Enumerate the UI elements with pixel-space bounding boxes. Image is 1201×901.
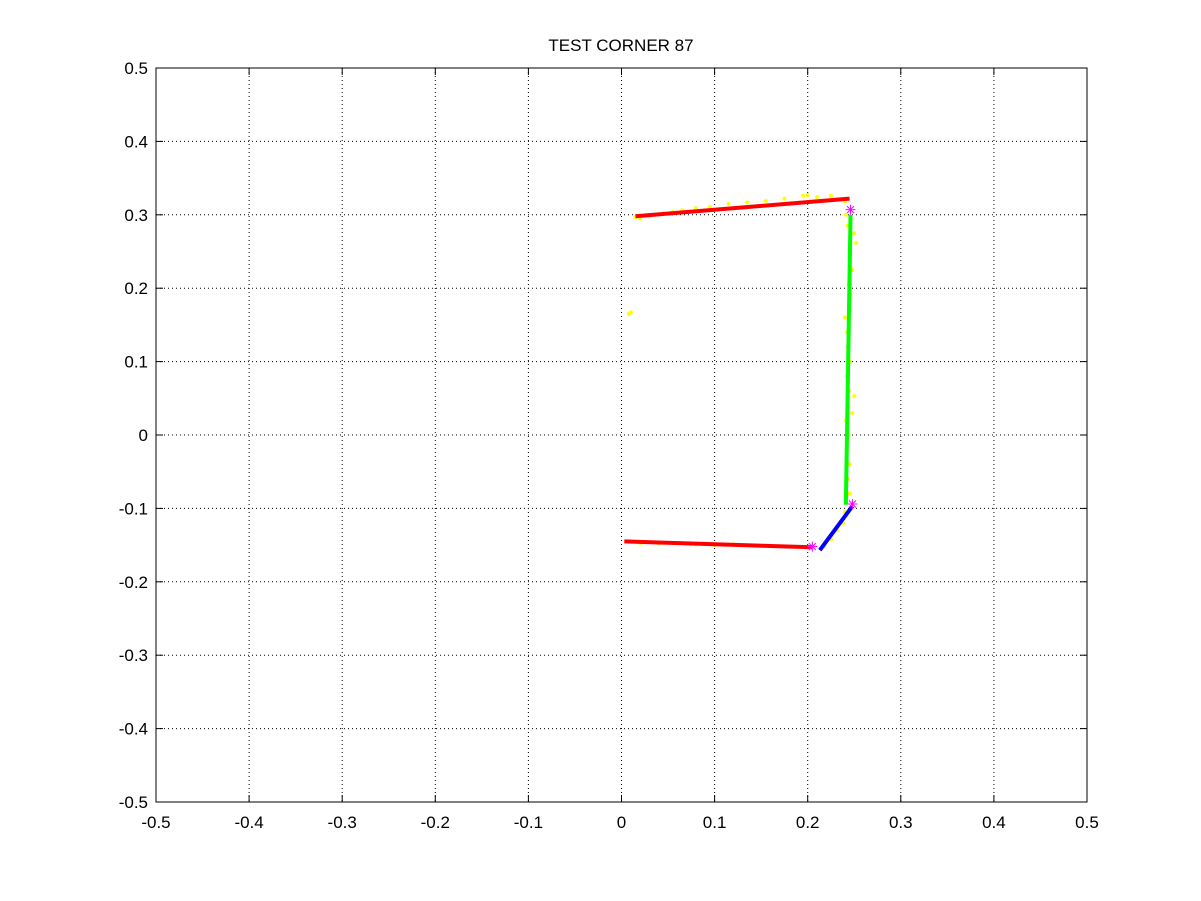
line-segment [818, 505, 854, 552]
x-tick-label: 0.4 [982, 813, 1006, 832]
scan-point [843, 212, 848, 217]
scan-point [726, 201, 731, 206]
scan-point [847, 491, 852, 496]
scan-point [628, 310, 633, 315]
x-tick-label: 0.5 [1075, 813, 1099, 832]
scan-point [782, 196, 787, 201]
y-tick-label: 0.2 [124, 279, 148, 298]
marker-stroke [846, 205, 855, 214]
marker-stroke [808, 542, 817, 551]
x-tick-label: 0.2 [796, 813, 820, 832]
y-tick-label: -0.2 [119, 573, 148, 592]
y-tick-label: 0.1 [124, 353, 148, 372]
scan-point [815, 195, 820, 200]
x-tick-label: -0.3 [328, 813, 357, 832]
scan-point [805, 192, 810, 197]
scan-point [852, 231, 857, 236]
y-tick-label: 0.5 [124, 59, 148, 78]
x-tick-label: 0 [617, 813, 626, 832]
line-segment [635, 196, 850, 219]
scan-point [850, 410, 855, 415]
plot-area [156, 68, 1087, 802]
scan-point [852, 394, 857, 399]
scan-point [745, 200, 750, 205]
y-tick-label: -0.4 [119, 720, 148, 739]
scan-point [763, 198, 768, 203]
scan-point [842, 315, 847, 320]
y-tick-label: -0.5 [119, 793, 148, 812]
line-segment [843, 214, 853, 505]
scan-point [707, 204, 712, 209]
x-tick-label: -0.1 [514, 813, 543, 832]
y-tick-label: 0.3 [124, 206, 148, 225]
x-tick-labels: -0.5 -0.4 -0.3 -0.2 -0.1 0 0.1 0.2 0.3 0.4 0.5 [141, 813, 1098, 832]
y-tick-label: 0 [139, 426, 148, 445]
x-tick-label: 0.1 [703, 813, 727, 832]
y-tick-labels: 0.5 0.4 0.3 0.2 0.1 0 -0.1 -0.2 -0.3 -0.4 -0.5 [119, 59, 148, 812]
line-segments [624, 196, 854, 552]
corner-marker [807, 541, 818, 552]
scan-point [847, 462, 852, 467]
scan-point [801, 193, 806, 198]
chart-title: TEST CORNER 87 [548, 36, 693, 55]
x-tick-label: -0.2 [421, 813, 450, 832]
x-tick-label: -0.4 [234, 813, 263, 832]
scan-point [854, 240, 859, 245]
x-tick-label: 0.3 [889, 813, 913, 832]
marker-stroke [848, 500, 857, 508]
y-tick-label: 0.4 [124, 132, 148, 151]
scan-point [828, 193, 833, 198]
corner-markers [807, 204, 858, 552]
scan-point [693, 206, 698, 211]
corner-marker [845, 204, 856, 215]
y-tick-label: -0.1 [119, 499, 148, 518]
x-tick-label: -0.5 [141, 813, 170, 832]
corner-marker [847, 498, 858, 509]
line-segment [624, 539, 813, 550]
axis-ticks [155, 67, 1088, 803]
y-tick-label: -0.3 [119, 646, 148, 665]
